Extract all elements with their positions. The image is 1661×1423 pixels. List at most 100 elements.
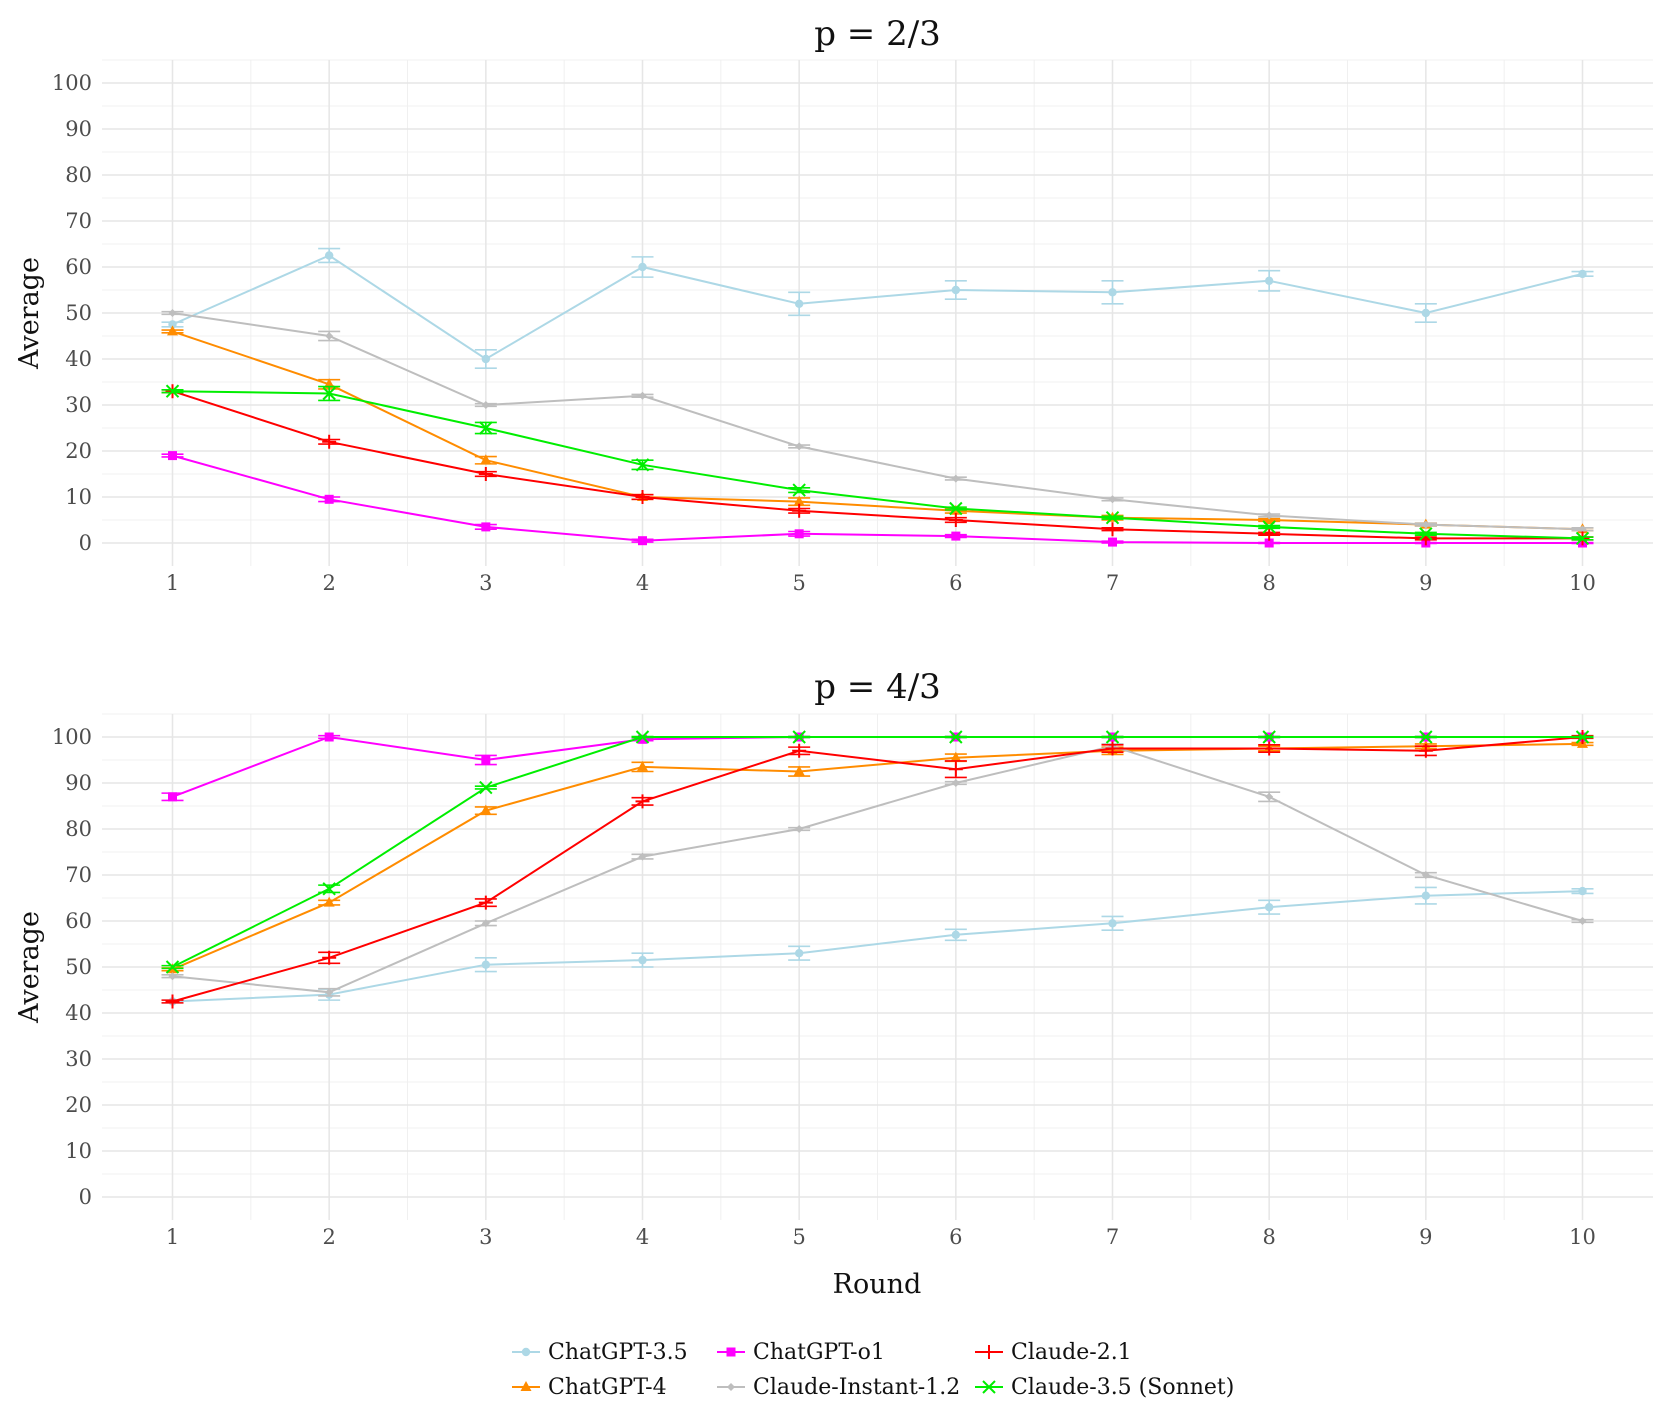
data-point (795, 442, 804, 451)
y-tick-label: 0 (79, 531, 92, 555)
legend-key-marker (982, 1380, 996, 1394)
x-tick-label: 1 (166, 571, 179, 595)
x-tick-label: 5 (792, 571, 805, 595)
x-tick-label: 3 (479, 571, 492, 595)
data-point (1419, 730, 1433, 744)
y-tick-label: 0 (79, 1185, 92, 1209)
y-tick-label: 30 (65, 393, 92, 417)
data-point (1578, 917, 1587, 925)
data-point (1105, 510, 1120, 525)
data-point (638, 734, 647, 744)
legend-entry-claude-instant-1-2: Claude-Instant-1.2 (717, 1375, 960, 1400)
data-point (324, 732, 334, 742)
data-point (1105, 522, 1120, 537)
legend-label: ChatGPT-o1 (753, 1340, 885, 1365)
legend-key-marker (520, 1381, 532, 1391)
data-point (792, 743, 807, 758)
data-point (793, 495, 805, 506)
data-point (479, 780, 493, 795)
data-point (324, 251, 334, 260)
data-point (323, 378, 335, 389)
series-chatgpt-o1 (161, 451, 1594, 548)
series-line (172, 390, 1583, 540)
data-point (1575, 531, 1590, 546)
data-point (951, 930, 961, 939)
data-point (323, 896, 335, 907)
data-point (1421, 308, 1431, 318)
data-point (1105, 741, 1120, 756)
data-point (792, 503, 807, 518)
legend-key-marker (727, 1383, 735, 1391)
data-point (1264, 538, 1274, 548)
data-point (322, 434, 337, 449)
data-point (1264, 276, 1274, 285)
data-point (481, 522, 491, 532)
x-tick-label: 10 (1569, 1225, 1596, 1249)
data-point (950, 751, 962, 762)
data-point (949, 501, 963, 516)
y-tick-label: 60 (65, 255, 92, 279)
data-point (165, 384, 180, 398)
y-tick-label: 50 (65, 955, 92, 979)
series-claude-3-5-sonnet (161, 384, 1594, 546)
data-point (1108, 495, 1117, 504)
y-tick-label: 80 (65, 817, 92, 841)
y-tick-label: 80 (65, 163, 92, 187)
x-axis-title: Round (833, 1269, 922, 1300)
series-line (172, 390, 1583, 540)
data-point (1578, 525, 1587, 534)
legend-entry-chatgpt-o1: ChatGPT-o1 (717, 1340, 885, 1365)
y-tick-label: 40 (65, 347, 92, 371)
data-point (948, 513, 963, 527)
data-point (1108, 288, 1117, 297)
series-claude-3-5-sonnet (161, 730, 1594, 974)
x-tick-label: 2 (322, 1225, 335, 1249)
y-tick-label: 60 (65, 909, 92, 933)
data-point (635, 490, 650, 504)
y-tick-label: 30 (65, 1047, 92, 1071)
series-line (172, 742, 1583, 971)
data-point (1421, 520, 1430, 529)
legend-label: ChatGPT-3.5 (548, 1340, 688, 1365)
y-tick-label: 90 (65, 771, 92, 795)
y-tick-label: 100 (52, 71, 92, 95)
data-point (167, 325, 178, 336)
data-point (1264, 903, 1274, 912)
data-point (792, 483, 806, 497)
series-claude-2-1 (161, 730, 1594, 1009)
x-tick-label: 2 (322, 571, 335, 595)
data-point (322, 386, 336, 401)
chart-title: p = 4/3 (814, 667, 941, 707)
x-tick-label: 5 (792, 1225, 805, 1249)
data-point (949, 730, 963, 744)
data-point (168, 451, 177, 461)
data-point (951, 285, 961, 295)
data-point (1262, 520, 1276, 534)
data-point (481, 919, 490, 928)
y-tick-label: 100 (52, 725, 92, 749)
data-point (635, 458, 650, 472)
x-tick-label: 4 (636, 1225, 649, 1249)
data-point (478, 467, 493, 481)
data-point (168, 309, 177, 317)
x-tick-label: 10 (1569, 571, 1596, 595)
x-tick-label: 6 (949, 571, 962, 595)
legend-entry-chatgpt-4: ChatGPT-4 (512, 1375, 667, 1400)
data-point (1578, 269, 1587, 279)
series-line (172, 736, 1583, 968)
data-point (1108, 537, 1117, 547)
y-tick-label: 20 (65, 439, 92, 463)
data-point (1262, 526, 1277, 541)
data-point (1575, 730, 1590, 744)
legend-label: Claude-Instant-1.2 (753, 1375, 960, 1400)
data-point (1419, 527, 1433, 541)
x-tick-label: 8 (1262, 571, 1275, 595)
legend-entry-claude-2-1: Claude-2.1 (975, 1340, 1132, 1365)
x-tick-label: 9 (1419, 1225, 1432, 1249)
legend-key-marker (726, 1347, 736, 1357)
series-line (172, 890, 1583, 1003)
data-point (165, 994, 180, 1009)
data-point (1421, 871, 1430, 879)
data-point (951, 779, 960, 787)
